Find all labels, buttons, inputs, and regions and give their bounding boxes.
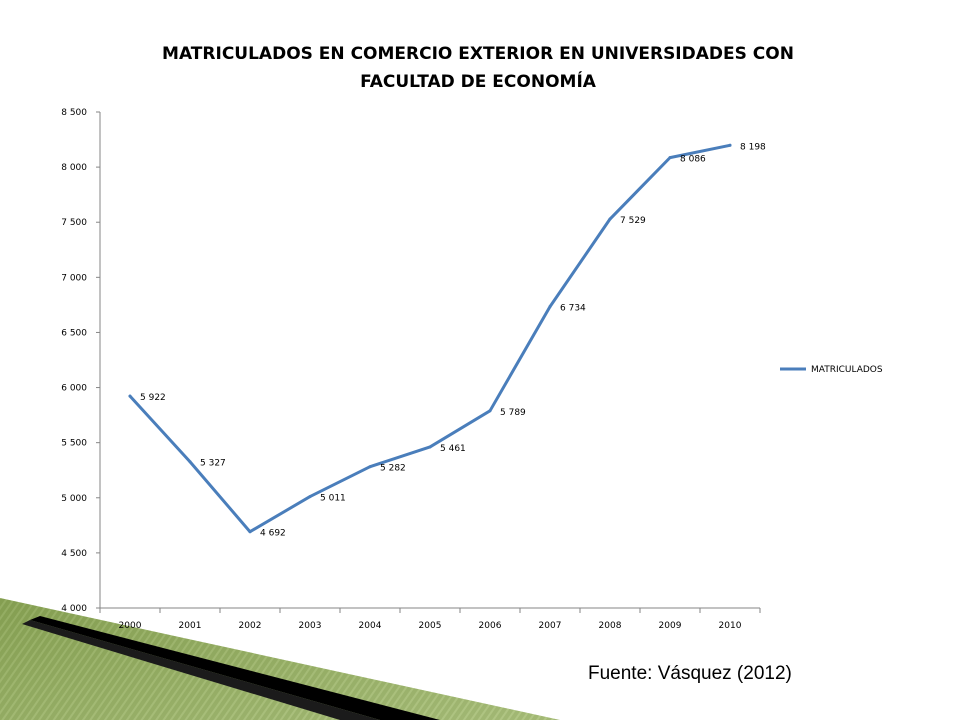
- x-tick-label: 2003: [299, 621, 322, 631]
- y-tick-label: 4 000: [61, 604, 87, 614]
- source-note: Fuente: Vásquez (2012): [588, 663, 792, 684]
- data-point: [548, 305, 552, 309]
- data-label: 5 922: [140, 393, 166, 403]
- y-tick-label: 5 000: [61, 494, 87, 504]
- data-label: 5 011: [320, 494, 346, 504]
- chart-title-line-2: FACULTAD DE ECONOMÍA: [360, 70, 597, 92]
- y-axis: 4 000 4 500 5 000 5 500 6 000 6 500 7 000 7 500…: [61, 108, 100, 614]
- plot-area: [99, 112, 760, 609]
- x-tick-label: 2004: [359, 621, 382, 631]
- data-point: [428, 445, 432, 449]
- series-matriculados: [128, 143, 732, 534]
- x-tick-label: 2006: [479, 621, 502, 631]
- data-point: [668, 156, 672, 160]
- y-tick-label: 8 500: [61, 108, 87, 118]
- y-tick-label: 7 000: [61, 273, 87, 283]
- decorative-corner: [0, 598, 560, 720]
- x-tick-label: 2002: [239, 621, 262, 631]
- legend-label: MATRICULADOS: [811, 365, 883, 375]
- data-point: [488, 409, 492, 413]
- x-axis: 2000 2001 2002 2003 2004 2005 2006 2007 2008 2009…: [99, 608, 761, 631]
- data-point: [188, 460, 192, 464]
- y-tick-label: 6 000: [61, 384, 87, 394]
- data-point: [248, 530, 252, 534]
- y-tick-label: 4 500: [61, 549, 87, 559]
- data-point: [308, 495, 312, 499]
- data-label: 6 734: [560, 304, 586, 314]
- y-tick-label: 5 500: [61, 439, 87, 449]
- chart-title-line-1: MATRICULADOS EN COMERCIO EXTERIOR EN UNI…: [162, 44, 794, 64]
- x-tick-label: 2009: [659, 621, 682, 631]
- x-tick-label: 2007: [539, 621, 562, 631]
- data-point: [728, 143, 732, 147]
- x-tick-label: 2001: [179, 621, 202, 631]
- data-point: [368, 465, 372, 469]
- data-label: 4 692: [260, 529, 286, 539]
- data-label: 5 789: [500, 408, 526, 418]
- data-labels: 5 922 5 327 4 692 5 011 5 282 5 461 5 789 6 734…: [140, 142, 766, 538]
- x-tick-label: 2000: [119, 621, 142, 631]
- data-label: 5 327: [200, 459, 226, 469]
- data-label: 5 282: [380, 464, 406, 474]
- x-tick-label: 2008: [599, 621, 622, 631]
- y-tick-label: 7 500: [61, 218, 87, 228]
- x-tick-label: 2005: [419, 621, 442, 631]
- legend: MATRICULADOS: [780, 365, 883, 375]
- data-label: 8 086: [680, 155, 706, 165]
- data-label: 7 529: [620, 216, 646, 226]
- data-label: 5 461: [440, 444, 466, 454]
- y-tick-label: 8 000: [61, 163, 87, 173]
- x-tick-label: 2010: [719, 621, 742, 631]
- series-line: [128, 143, 732, 534]
- data-label: 8 198: [740, 142, 766, 152]
- data-point: [128, 394, 132, 398]
- data-point: [608, 217, 612, 221]
- y-tick-label: 6 500: [61, 328, 87, 338]
